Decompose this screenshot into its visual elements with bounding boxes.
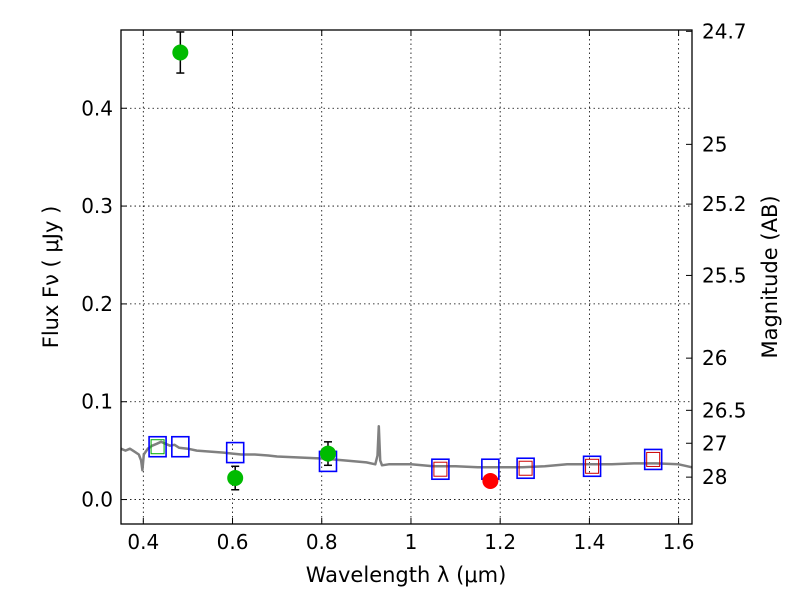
axis-ticks: 0.4 0.6 0.8 1 1.2 1.4 1.6 0.0 0.1 0.2 0.3 0.4 24.7 25… — [81, 19, 746, 554]
y2-tick-label: 24.7 — [702, 19, 747, 43]
inner-square — [433, 461, 448, 477]
model-flux-square — [171, 435, 190, 458]
y-tick-label: 0.3 — [81, 194, 113, 218]
y-tick-label: 0.4 — [81, 96, 113, 120]
x-tick-label: 0.8 — [306, 530, 338, 554]
y2-tick-label: 27 — [702, 431, 727, 455]
x-tick-label: 1.2 — [484, 530, 516, 554]
plot-frame — [120, 29, 693, 525]
x-axis-title: Wavelength λ (μm) — [306, 563, 507, 587]
inner-square — [150, 439, 165, 455]
y2-axis-title: Magnitude (AB) — [758, 195, 782, 358]
model-flux-square — [582, 455, 602, 478]
x-tick-label: 0.6 — [217, 530, 249, 554]
y2-tick-label: 26.5 — [702, 398, 747, 422]
y-tick-label: 0.0 — [81, 488, 113, 512]
measured-flux-point — [172, 44, 189, 61]
grid-lines — [121, 30, 692, 524]
model-flux-square — [148, 435, 167, 458]
x-tick-label: 1.6 — [663, 530, 695, 554]
y2-tick-label: 26 — [702, 346, 727, 370]
model-flux-square — [516, 457, 535, 480]
y2-tick-label: 25.5 — [702, 263, 747, 287]
x-tick-label: 1.4 — [573, 530, 605, 554]
y2-tick-label: 28 — [702, 465, 727, 489]
measured-flux-point — [227, 470, 244, 487]
y-tick-label: 0.2 — [81, 292, 113, 316]
inner-square — [646, 451, 661, 467]
inner-square — [518, 460, 533, 476]
y-tick-label: 0.1 — [81, 390, 113, 414]
x-tick-label: 1 — [405, 530, 418, 554]
plot-marks — [120, 31, 693, 491]
measured-flux-point — [482, 472, 499, 489]
measured-flux-point — [319, 445, 336, 462]
y2-tick-label: 25.2 — [702, 192, 747, 216]
model-spectrum-line — [120, 424, 693, 472]
model-flux-square — [431, 458, 450, 481]
inner-square — [585, 458, 600, 474]
x-tick-label: 0.4 — [127, 530, 159, 554]
y2-tick-label: 25 — [702, 132, 727, 156]
model-flux-square — [643, 448, 663, 471]
y-axis-title: Flux Fν ( μJy ) — [39, 206, 63, 349]
model-flux-square — [225, 441, 245, 464]
